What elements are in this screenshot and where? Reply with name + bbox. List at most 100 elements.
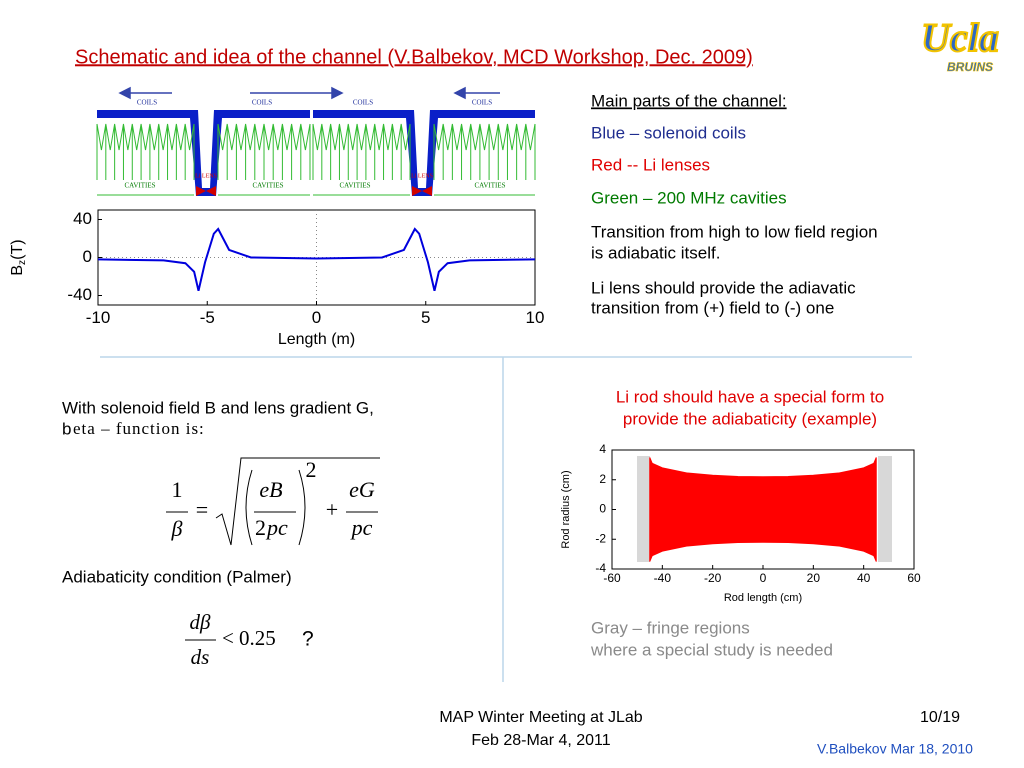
- x-tick-label: -60: [603, 571, 621, 585]
- footer-meeting: MAP Winter Meeting at JLab: [439, 709, 642, 726]
- intro: With solenoid field B and lens gradient …: [62, 398, 374, 417]
- coil-label: COILS: [252, 99, 272, 107]
- footer-dates: Feb 28-Mar 4, 2011: [471, 732, 610, 749]
- arrow-head: [331, 86, 344, 100]
- x-axis-label: Length (m): [278, 331, 355, 348]
- y-tick-label: 40: [73, 209, 92, 228]
- schematic-labels: COILS COILS COILS COILS CAVITIES CAVITIE…: [125, 99, 506, 190]
- lens-label: Li LENS: [411, 173, 433, 179]
- cavity: [312, 123, 411, 196]
- x-tick-label: -5: [200, 308, 215, 327]
- parts-item: Transition from high to low field region: [591, 222, 878, 241]
- f-pc: pc: [350, 515, 373, 540]
- schematic: COILS COILS COILS COILS CAVITIES CAVITIE…: [96, 86, 536, 196]
- li-lens: [412, 186, 432, 196]
- parts-item: Red -- Li lenses: [591, 155, 710, 174]
- y-tick-label: 2: [599, 472, 606, 486]
- x-tick-label: -40: [654, 571, 672, 585]
- x-tick-label: -10: [86, 308, 111, 327]
- c-ds: ds: [191, 645, 210, 669]
- coil-label: COILS: [472, 99, 492, 107]
- cavity-label: CAVITIES: [253, 182, 284, 190]
- parts-item: transition from (+) field to (-) one: [591, 298, 834, 317]
- rod-title: Li rod should have a special form to: [616, 387, 884, 406]
- x-tick-label: -20: [704, 571, 722, 585]
- f-eg: eG: [349, 477, 375, 502]
- cavity: [217, 123, 311, 196]
- f-beta: β: [171, 516, 183, 541]
- y-axis-label-part: B: [9, 265, 26, 276]
- x-tick-label: 10: [526, 308, 545, 327]
- logo-sub: BRUINS: [947, 60, 993, 74]
- x-tick-label: 5: [421, 308, 430, 327]
- f-parens: [245, 469, 306, 546]
- rod-profile: [649, 457, 877, 562]
- f-sqrt: [215, 457, 380, 546]
- arrows: [118, 86, 500, 100]
- c-dbeta: dβ: [190, 610, 212, 634]
- f-sq: 2: [306, 457, 317, 482]
- f-eb: eB: [259, 477, 282, 502]
- parts-item: is adiabatic itself.: [591, 243, 720, 262]
- x-tick-label: 20: [807, 571, 821, 585]
- footer-author: V.Balbekov Mar 18, 2010: [817, 741, 973, 757]
- x-axis-label: Rod length (cm): [724, 592, 802, 604]
- y-tick-label: -2: [595, 531, 606, 545]
- x-tick-label: 0: [760, 571, 767, 585]
- y-axis-label-part: Rod radius (cm): [560, 470, 572, 548]
- coil-label: COILS: [137, 99, 157, 107]
- footer-page: 10/19: [920, 709, 960, 726]
- fringe-region: [637, 456, 650, 562]
- slide-title: Schematic and idea of the channel (V.Bal…: [75, 46, 753, 68]
- rod-note: Gray – fringe regions: [591, 618, 750, 637]
- f-plus: +: [326, 497, 338, 522]
- y-axis-label: Bz(T): [9, 239, 27, 275]
- arrow-head: [118, 86, 131, 100]
- cavity: [433, 123, 536, 196]
- condition: dβ ds < 0.25: [185, 610, 276, 669]
- y-axis-label-part: z: [17, 260, 28, 265]
- rod-note: where a special study is needed: [590, 640, 833, 659]
- coil-label: COILS: [353, 99, 373, 107]
- f-one: 1: [172, 477, 183, 502]
- y-tick-label: 0: [599, 502, 606, 516]
- parts-list: Main parts of the channel: Blue – soleno…: [591, 91, 878, 317]
- parts-item: Blue – solenoid coils: [591, 123, 746, 142]
- cavity: [96, 123, 195, 196]
- y-axis-label: Rod radius (cm): [560, 470, 572, 548]
- lens-label: Li LENS: [195, 173, 217, 179]
- y-tick-label: -4: [595, 561, 606, 575]
- f-eq: =: [196, 497, 208, 522]
- logo: Ucla BRUINS: [920, 14, 1000, 74]
- intro-b: b: [62, 419, 71, 438]
- x-tick-label: 0: [312, 308, 321, 327]
- parts-heading: Main parts of the channel:: [591, 91, 787, 110]
- c-lt: <: [222, 626, 234, 650]
- y-axis-label-part: (T): [9, 239, 26, 259]
- x-tick-label: 40: [857, 571, 871, 585]
- x-tick-label: 60: [907, 571, 921, 585]
- f-pc: pc: [265, 515, 288, 540]
- formula: 1 β = eB 2 pc 2 + eG pc: [166, 457, 380, 546]
- cavity-label: CAVITIES: [340, 182, 371, 190]
- cavity-label: CAVITIES: [125, 182, 156, 190]
- cavity-label: CAVITIES: [475, 182, 506, 190]
- f-two: 2: [255, 515, 266, 540]
- parts-item: Li lens should provide the adiavatic: [591, 278, 856, 297]
- y-tick-label: 0: [83, 247, 92, 266]
- c-limit: 0.25: [239, 626, 276, 650]
- data-line: [97, 227, 536, 291]
- chart: -10 -5 0 5 10 -40 0 40 Length (m) Bz(T): [9, 209, 544, 348]
- fringe-region: [878, 456, 892, 562]
- question: ?: [302, 628, 314, 651]
- li-lens: [196, 186, 216, 196]
- logo-name: Ucla: [921, 15, 999, 60]
- y-tick-label: 4: [599, 442, 606, 456]
- arrow-head: [453, 86, 466, 100]
- intro-rest: eta – function is:: [73, 419, 205, 438]
- y-tick-label: -40: [67, 285, 92, 304]
